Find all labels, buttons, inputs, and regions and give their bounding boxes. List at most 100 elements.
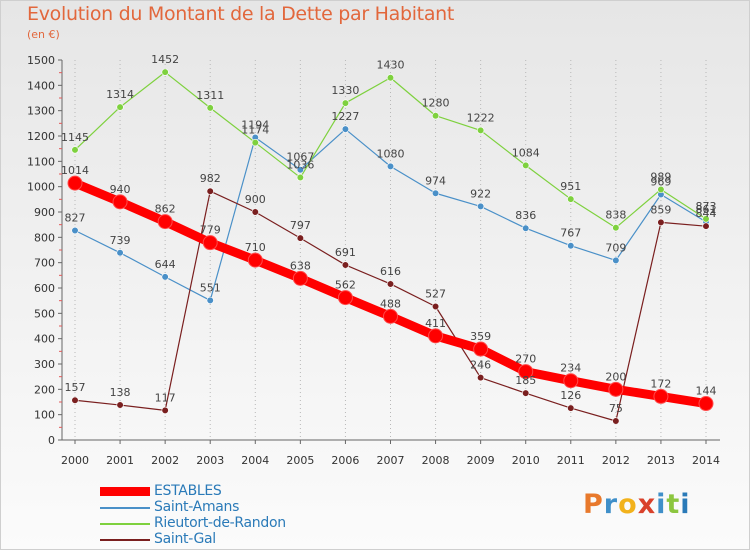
y-tick-label: 900 bbox=[34, 206, 55, 219]
y-tick-label: 100 bbox=[34, 409, 55, 422]
x-tick-label: 2003 bbox=[196, 454, 224, 467]
data-label: 1227 bbox=[331, 110, 359, 123]
data-label: 562 bbox=[335, 279, 356, 292]
data-label: 234 bbox=[560, 362, 581, 375]
data-point bbox=[477, 202, 485, 211]
data-label: 779 bbox=[200, 224, 221, 237]
x-tick-label: 2008 bbox=[422, 454, 450, 467]
legend-label: Rieutort-de-Randon bbox=[154, 515, 286, 531]
data-point bbox=[428, 328, 444, 344]
data-label: 1067 bbox=[286, 151, 314, 164]
data-label: 827 bbox=[65, 211, 86, 224]
data-label: 638 bbox=[290, 259, 311, 272]
data-label: 797 bbox=[290, 219, 311, 232]
data-label: 246 bbox=[470, 359, 491, 372]
data-label: 940 bbox=[110, 183, 131, 196]
data-label: 861 bbox=[696, 203, 717, 216]
y-tick-label: 600 bbox=[34, 282, 55, 295]
logo-letter: o bbox=[618, 489, 638, 520]
data-label: 270 bbox=[515, 353, 536, 366]
data-label: 836 bbox=[515, 209, 536, 222]
data-point bbox=[116, 249, 124, 257]
data-point bbox=[161, 68, 169, 76]
data-label: 838 bbox=[605, 209, 626, 222]
y-tick-label: 400 bbox=[34, 333, 55, 346]
x-tick-label: 2004 bbox=[241, 454, 269, 467]
data-point bbox=[341, 99, 350, 107]
data-point bbox=[518, 364, 534, 380]
data-point bbox=[386, 74, 395, 82]
y-tick-label: 0 bbox=[48, 434, 55, 447]
proxiti-logo: Proxiti bbox=[583, 489, 691, 520]
data-label: 922 bbox=[470, 187, 491, 200]
chart-title: Evolution du Montant de la Dette par Hab… bbox=[27, 3, 455, 25]
data-point bbox=[522, 224, 530, 232]
data-label: 844 bbox=[696, 207, 717, 220]
data-point bbox=[698, 396, 714, 412]
y-tick-label: 800 bbox=[34, 231, 55, 244]
x-tick-label: 2001 bbox=[106, 454, 134, 467]
data-label: 117 bbox=[155, 391, 176, 404]
data-point bbox=[702, 215, 710, 223]
data-label: 144 bbox=[696, 385, 717, 398]
data-label: 616 bbox=[380, 265, 401, 278]
data-label: 969 bbox=[650, 176, 671, 189]
data-point bbox=[612, 224, 620, 232]
x-tick-label: 2000 bbox=[61, 454, 89, 467]
data-point bbox=[608, 381, 624, 397]
y-tick-label: 200 bbox=[34, 383, 55, 396]
x-tick-label: 2009 bbox=[467, 454, 495, 467]
data-point bbox=[206, 296, 214, 305]
data-label: 982 bbox=[200, 172, 221, 185]
data-point bbox=[567, 404, 575, 412]
data-point bbox=[477, 126, 485, 135]
data-point bbox=[112, 194, 128, 210]
data-point bbox=[206, 104, 214, 112]
data-point bbox=[431, 189, 440, 197]
x-tick-label: 2005 bbox=[286, 454, 314, 467]
data-label: 1314 bbox=[106, 88, 134, 101]
data-point bbox=[202, 235, 218, 251]
data-point bbox=[657, 218, 665, 226]
data-point bbox=[161, 406, 169, 414]
data-point bbox=[157, 214, 173, 230]
data-point bbox=[563, 373, 579, 389]
data-point bbox=[67, 175, 83, 191]
x-tick-label: 2011 bbox=[557, 454, 585, 467]
data-point bbox=[612, 417, 620, 425]
data-point bbox=[116, 401, 124, 409]
legend-label: Saint-Amans bbox=[154, 499, 240, 515]
data-label: 974 bbox=[425, 174, 446, 187]
data-point bbox=[383, 308, 398, 324]
data-point bbox=[522, 389, 530, 397]
y-tick-label: 1000 bbox=[27, 181, 55, 194]
data-point bbox=[71, 146, 79, 154]
data-label: 200 bbox=[605, 370, 626, 383]
data-label: 1014 bbox=[61, 164, 89, 177]
data-point bbox=[161, 273, 169, 281]
logo-letter: x bbox=[637, 489, 657, 520]
y-tick-label: 500 bbox=[34, 307, 55, 320]
x-tick-label: 2006 bbox=[331, 454, 359, 467]
data-point bbox=[386, 280, 395, 288]
data-label: 691 bbox=[335, 246, 356, 259]
y-tick-label: 300 bbox=[34, 358, 55, 371]
data-label: 138 bbox=[110, 386, 131, 399]
data-point bbox=[477, 374, 485, 382]
data-label: 862 bbox=[155, 203, 176, 216]
y-tick-label: 1200 bbox=[27, 130, 55, 143]
data-label: 488 bbox=[380, 297, 401, 310]
data-label: 157 bbox=[65, 381, 86, 394]
y-tick-label: 1100 bbox=[27, 155, 55, 168]
data-point bbox=[337, 290, 353, 306]
data-label: 185 bbox=[515, 374, 536, 387]
data-label: 644 bbox=[155, 258, 176, 271]
x-tick-label: 2010 bbox=[512, 454, 540, 467]
legend-label: ESTABLES bbox=[154, 483, 222, 499]
data-label: 1036 bbox=[286, 159, 314, 172]
data-point bbox=[341, 125, 350, 133]
y-tick-label: 1400 bbox=[27, 79, 55, 92]
data-point bbox=[522, 161, 530, 169]
